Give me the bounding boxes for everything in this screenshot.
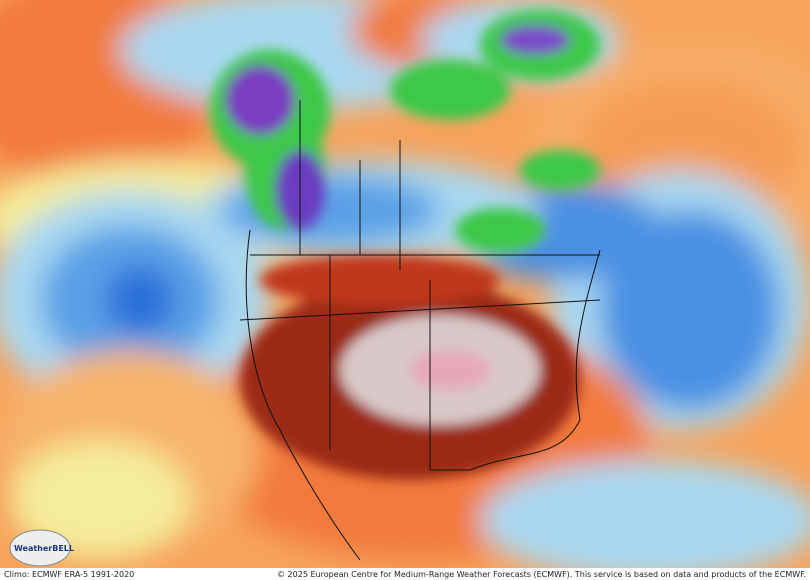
footer-right: © 2025 European Centre for Medium-Range … [277,570,806,579]
logo: WeatherBELL [9,529,74,567]
logo-text: WeatherBELL [14,544,74,553]
footer-left: Climo: ECMWF ERA-5 1991-2020 [4,570,134,579]
boundaries [239,100,601,561]
